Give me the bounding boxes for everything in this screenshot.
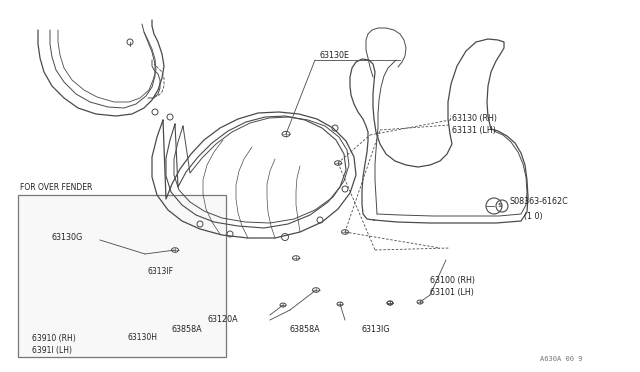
Text: 63130 (RH): 63130 (RH) [452,113,497,122]
Text: S08363-6162C: S08363-6162C [510,198,569,206]
Text: 63130G: 63130G [52,234,83,243]
Text: 6313lF: 6313lF [148,267,174,276]
Bar [18,195,226,357]
Text: A630A 00 9: A630A 00 9 [540,356,582,362]
Text: 63858A: 63858A [290,326,321,334]
Text: 63100 (RH): 63100 (RH) [430,276,475,285]
Circle shape [496,200,508,212]
Text: 63101 (LH): 63101 (LH) [430,288,474,296]
Text: FOR OVER FENDER: FOR OVER FENDER [20,183,92,192]
Text: 63131 (LH): 63131 (LH) [452,125,496,135]
Text: S: S [498,203,502,208]
Text: (1 0): (1 0) [524,212,543,221]
Text: 63858A: 63858A [172,326,203,334]
Text: 63910 (RH): 63910 (RH) [32,334,76,343]
Text: 6313lG: 6313lG [362,326,390,334]
Text: 63130E: 63130E [320,51,350,60]
Text: 63120A: 63120A [208,315,239,324]
Text: 63130H: 63130H [128,334,158,343]
Text: 6391l (LH): 6391l (LH) [32,346,72,355]
